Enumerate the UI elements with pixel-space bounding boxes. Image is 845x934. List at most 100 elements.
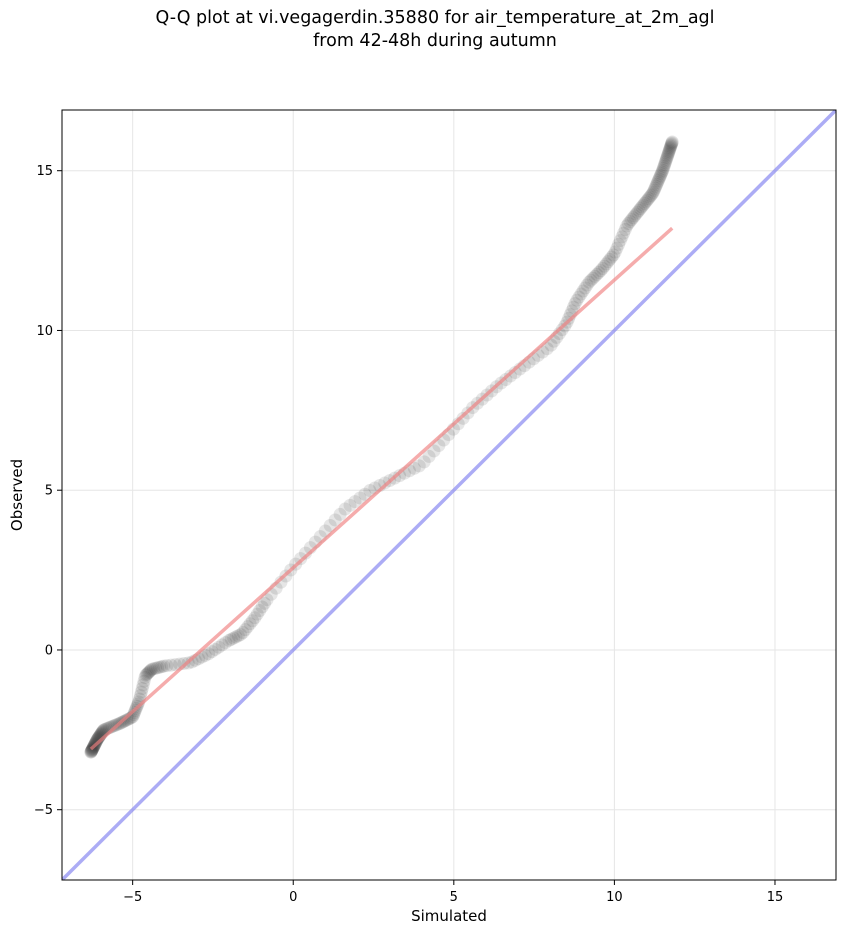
quantile-point	[141, 666, 155, 680]
quantile-point	[640, 193, 654, 207]
quantile-point	[555, 323, 569, 337]
quantile-point	[134, 685, 148, 699]
quantile-point	[639, 195, 653, 209]
quantile-point	[205, 645, 219, 659]
quantile-point	[652, 172, 666, 186]
quantile-point	[603, 252, 617, 266]
quantile-point	[655, 165, 669, 179]
quantile-point	[343, 498, 357, 512]
quantile-point	[580, 278, 594, 292]
reference-lines	[62, 110, 836, 880]
quantile-point	[353, 491, 367, 505]
quantile-point	[606, 248, 620, 262]
quantile-point	[658, 158, 672, 172]
quantile-point	[333, 507, 347, 521]
quantile-point	[328, 513, 342, 527]
quantile-point	[578, 281, 592, 295]
quantile-point	[422, 449, 436, 463]
quantile-point	[508, 366, 522, 380]
quantile-point	[378, 476, 392, 490]
quantile-point	[636, 198, 650, 212]
quantile-point	[143, 664, 157, 678]
quantile-point	[456, 411, 470, 425]
x-tick-label: 0	[289, 890, 297, 905]
quantile-point	[274, 575, 288, 589]
quantile-point	[136, 678, 150, 692]
quantile-point	[155, 660, 169, 674]
quantile-point	[212, 640, 226, 654]
quantile-point	[393, 469, 407, 483]
quantile-point	[323, 519, 337, 533]
quantile-point	[628, 209, 642, 223]
quantile-point	[662, 143, 676, 157]
quantile-point	[570, 293, 584, 307]
quantile-point	[229, 630, 243, 644]
y-tick-label: 0	[45, 643, 53, 658]
quantile-point	[635, 200, 649, 214]
quantile-points	[84, 135, 679, 759]
quantile-point	[151, 661, 165, 675]
quantile-point	[338, 502, 352, 516]
quantile-point	[638, 197, 652, 211]
quantile-point	[665, 137, 679, 151]
quantile-point	[626, 211, 640, 225]
quantile-point	[137, 674, 151, 688]
quantile-point	[663, 141, 677, 155]
quantile-point	[586, 271, 600, 285]
quantile-point	[407, 461, 421, 475]
quantile-point	[631, 205, 645, 219]
quantile-point	[198, 648, 212, 662]
quantile-point	[253, 604, 267, 618]
quantile-point	[142, 665, 156, 679]
quantile-point	[664, 138, 678, 152]
y-tick-label: 10	[36, 324, 53, 339]
fit-line	[89, 226, 674, 751]
quantile-point	[658, 156, 672, 170]
quantile-point	[597, 259, 611, 273]
quantile-point	[651, 175, 665, 189]
quantile-point	[255, 600, 269, 614]
quantile-point	[215, 638, 229, 652]
quantile-point	[610, 241, 624, 255]
quantile-point	[617, 226, 631, 240]
quantile-point	[576, 284, 590, 298]
quantile-point	[582, 275, 596, 289]
quantile-point	[584, 273, 598, 287]
quantile-point	[185, 655, 199, 669]
x-tick-label: 5	[450, 890, 458, 905]
quantile-point	[504, 369, 518, 383]
x-tick-label: 15	[767, 890, 784, 905]
quantile-point	[153, 660, 167, 674]
quantile-point	[145, 662, 159, 676]
quantile-point	[656, 163, 670, 177]
quantile-point	[613, 234, 627, 248]
quantile-point	[623, 215, 637, 229]
quantile-point	[625, 213, 639, 227]
quantile-point	[615, 230, 629, 244]
quantile-point	[222, 633, 236, 647]
quantile-point	[629, 207, 643, 221]
quantile-point	[258, 596, 272, 610]
quantile-point	[659, 152, 673, 166]
quantile-point	[596, 262, 610, 276]
quantile-point	[644, 189, 658, 203]
quantile-point	[657, 159, 671, 173]
quantile-point	[588, 269, 602, 283]
quantile-point	[660, 151, 674, 165]
quantile-point	[120, 713, 134, 727]
quantile-point	[645, 187, 659, 201]
quantile-point	[106, 719, 120, 733]
quantile-point	[661, 147, 675, 161]
quantile-point	[138, 671, 152, 685]
quantile-point	[662, 144, 676, 158]
quantile-point	[84, 745, 98, 759]
quantile-point	[612, 237, 626, 251]
quantile-point	[147, 662, 161, 676]
quantile-point	[84, 744, 98, 758]
quantile-point	[135, 681, 149, 695]
quantile-point	[358, 487, 372, 501]
quantile-point	[662, 146, 676, 160]
quantile-point	[594, 264, 608, 278]
quantile-point	[417, 455, 431, 469]
